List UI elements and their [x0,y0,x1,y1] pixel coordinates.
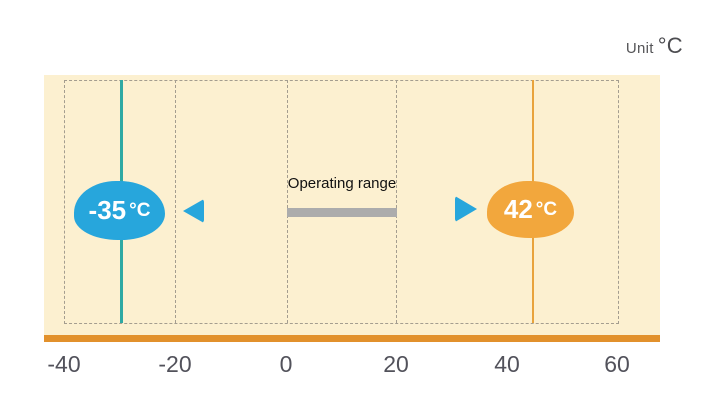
operating-range-label: Operating range [287,175,397,192]
arrow-left-icon [183,199,204,223]
axis-tick-label: 0 [279,351,293,377]
axis-tick-label: 60 [604,351,630,377]
axis-tick-label: -20 [158,351,192,377]
axis-tick-label: 20 [383,351,409,377]
unit-symbol: °C [657,33,683,58]
min-temp-value: -35 [88,195,127,225]
axis-tick-label: -40 [47,351,81,377]
x-axis-line [44,335,660,342]
gridline-0 [287,80,288,323]
arrow-right-icon [455,196,477,222]
unit-prefix: Unit [625,40,654,57]
min-temp-unit: °C [129,199,151,221]
operating-range-bar [287,208,397,217]
gridline-20 [396,80,397,323]
axis-tick-label: 40 [494,351,520,377]
chart-panel: -35 °C Operating range 42 °C [44,75,660,335]
unit-label: Unit °C [626,33,683,59]
max-temp-value: 42 [503,194,533,224]
max-temp-bubble: 42 °C [487,181,574,238]
min-temp-bubble: -35 °C [74,181,165,240]
plot-border [64,80,619,324]
max-temp-unit: °C [535,198,558,220]
gridline-minus-20 [175,80,176,323]
